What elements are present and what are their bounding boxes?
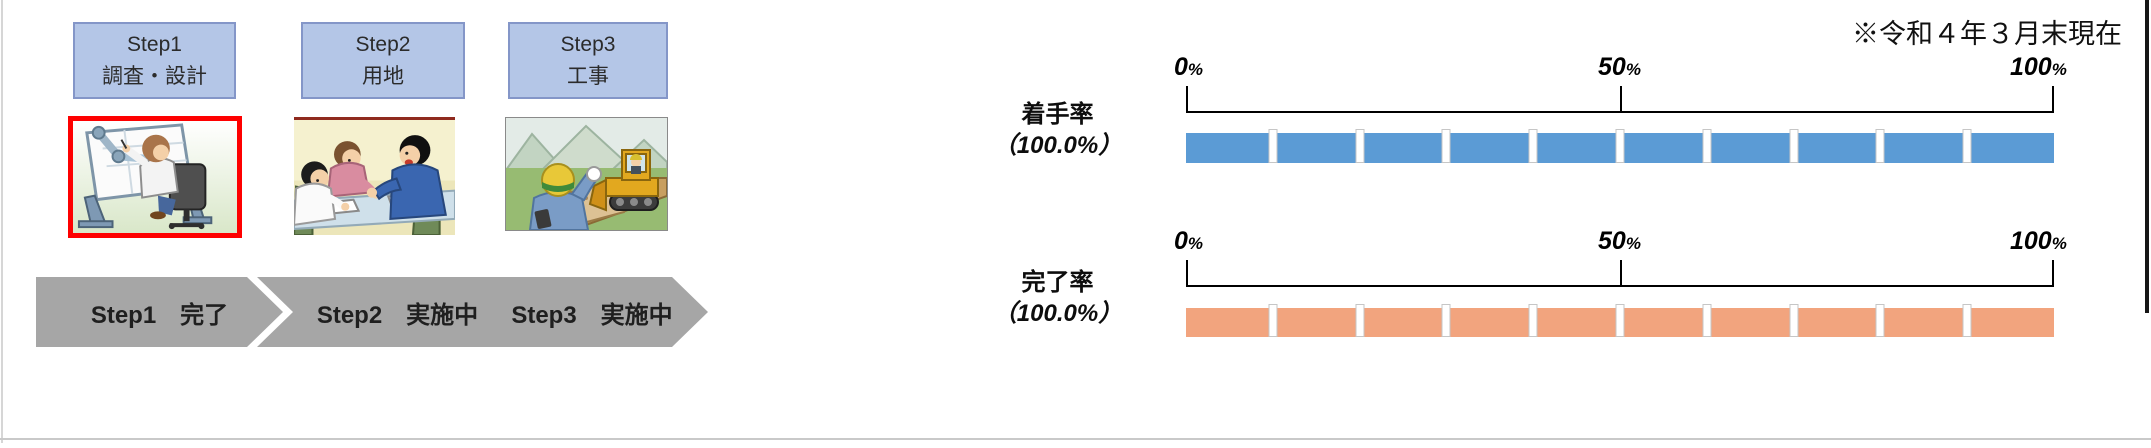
flow-step2-label: Step2 実施中 <box>316 301 479 329</box>
start-rate-bar-fill <box>1186 129 2054 163</box>
bar-segment-separator <box>1268 304 1278 337</box>
step2-subtitle: 用地 <box>362 64 404 88</box>
start-rate-value: （100.0%） <box>992 132 1123 159</box>
construction-illustration <box>505 117 668 231</box>
start-rate-title: 着手率 <box>1021 101 1094 128</box>
bar-segment-separator <box>1962 304 1972 337</box>
completion-rate-label-block: 完了率 （100.0%） <box>960 268 1155 329</box>
construction-illustration-art <box>506 118 667 230</box>
drafting-illustration-art <box>73 121 237 233</box>
axis-label-0: 0% <box>1174 53 1204 81</box>
bar-segment-separator <box>1702 304 1712 337</box>
bar-segment-separator <box>1615 304 1625 337</box>
axis-label-0: 0% <box>1174 227 1204 255</box>
start-rate-label-block: 着手率 （100.0%） <box>960 100 1155 161</box>
bar-segment-separator <box>1789 129 1799 163</box>
meeting-illustration-art <box>294 120 455 235</box>
bar-segment-separator <box>1355 304 1365 337</box>
bar-segment-separator <box>1441 304 1451 337</box>
completion-rate-bar <box>1186 304 2054 337</box>
axis-tick-100 <box>2052 260 2054 285</box>
left-border-line <box>1 0 3 443</box>
axis-label-100: 100% <box>2010 227 2067 255</box>
axis-label-50: 50% <box>1598 53 1641 81</box>
bar-segment-separator <box>1702 129 1712 163</box>
axis-tick-0 <box>1186 260 1188 285</box>
axis-tick-50 <box>1620 86 1622 111</box>
completion-rate-bar-fill <box>1186 304 2054 337</box>
axis-tick-50 <box>1620 260 1622 285</box>
start-rate-bar <box>1186 129 2054 163</box>
step3-subtitle: 工事 <box>567 64 609 88</box>
bar-segment-separator <box>1962 129 1972 163</box>
step2-box: Step2 用地 <box>301 22 465 99</box>
bottom-border-line <box>0 438 2151 440</box>
right-border-line <box>2145 0 2149 313</box>
bar-segment-separator <box>1875 304 1885 337</box>
bar-segment-separator <box>1875 129 1885 163</box>
completion-rate-title: 完了率 <box>1021 269 1094 296</box>
bar-segment-separator <box>1268 129 1278 163</box>
step1-subtitle: 調査・設計 <box>102 64 207 88</box>
axis-label-100: 100% <box>2010 53 2067 81</box>
step3-box: Step3 工事 <box>508 22 668 99</box>
completion-rate-axis: 0% 50% 100% <box>1174 229 2067 287</box>
flow-step3-label: Step3 実施中 <box>511 301 673 329</box>
bar-segment-separator <box>1615 129 1625 163</box>
bar-segment-separator <box>1528 304 1538 337</box>
bar-segment-separator <box>1528 129 1538 163</box>
axis-label-50: 50% <box>1598 227 1641 255</box>
flow-step3-inprogress: Step3 実施中 <box>464 277 708 347</box>
flow-step1-complete: Step1 完了 <box>36 277 283 347</box>
drafting-illustration <box>68 116 242 238</box>
step1-box: Step1 調査・設計 <box>73 22 236 99</box>
bar-segment-separator <box>1789 304 1799 337</box>
axis-tick-0 <box>1186 86 1188 111</box>
meeting-illustration <box>294 117 455 235</box>
step2-title: Step2 <box>355 33 411 57</box>
bar-segment-separator <box>1355 129 1365 163</box>
axis-tick-100 <box>2052 86 2054 111</box>
step3-title: Step3 <box>560 33 616 57</box>
start-rate-axis: 0% 50% 100% <box>1174 55 2067 113</box>
bar-segment-separator <box>1441 129 1451 163</box>
step1-title: Step1 <box>127 33 182 57</box>
flow-step1-label: Step1 完了 <box>90 301 229 329</box>
as-of-date-note: ※令和４年３月末現在 <box>1852 19 2122 49</box>
step-status-flow: Step1 完了 Step2 実施中 Step3 実施中 <box>36 277 712 347</box>
completion-rate-value: （100.0%） <box>992 300 1123 327</box>
